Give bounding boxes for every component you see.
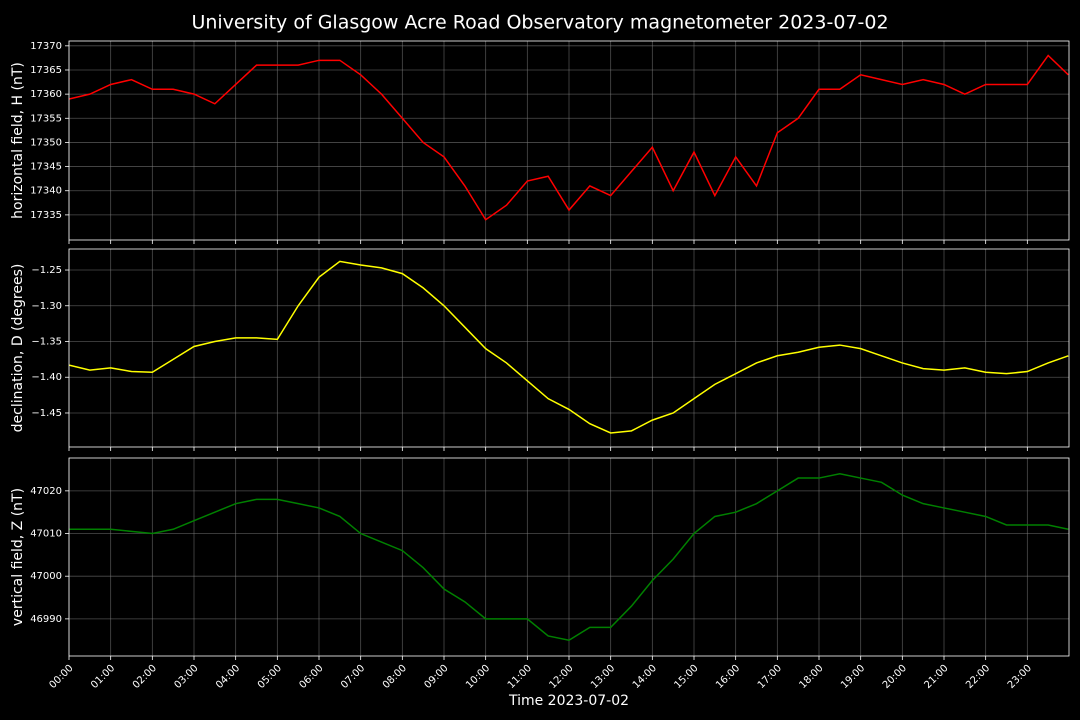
y-tick-label: 46990 — [30, 614, 62, 625]
y-tick-label: −1.30 — [31, 301, 62, 312]
y-tick-label: 17350 — [30, 137, 62, 148]
y-axis-label: horizontal field, H (nT) — [10, 62, 26, 219]
data-line — [69, 473, 1069, 642]
y-tick-label: −1.25 — [31, 265, 62, 276]
y-axis-label: declination, D (degrees) — [10, 264, 26, 433]
data-line — [69, 54, 1069, 221]
y-tick-label: 47000 — [30, 571, 62, 582]
y-tick-label: −1.40 — [31, 372, 62, 383]
y-tick-label: −1.45 — [31, 408, 62, 419]
axes-frame — [68, 248, 1070, 448]
y-tick-label: −1.35 — [31, 336, 62, 347]
data-line — [69, 260, 1069, 434]
y-axis-label: vertical field, Z (nT) — [10, 488, 26, 626]
y-tick-label: 17365 — [30, 65, 62, 76]
y-tick-label: 17335 — [30, 210, 62, 221]
axes-frame — [68, 40, 1070, 241]
y-tick-label: 47010 — [30, 529, 62, 540]
figure-title: University of Glasgow Acre Road Observat… — [191, 12, 888, 34]
y-tick-label: 47020 — [30, 486, 62, 497]
axes-frame — [68, 457, 1070, 657]
y-tick-label: 17345 — [30, 162, 62, 173]
y-tick-label: 17360 — [30, 89, 62, 100]
y-tick-label: 17370 — [30, 41, 62, 52]
x-axis-label: Time 2023-07-02 — [508, 693, 629, 709]
y-tick-label: 17355 — [30, 113, 62, 124]
y-tick-label: 17340 — [30, 186, 62, 197]
